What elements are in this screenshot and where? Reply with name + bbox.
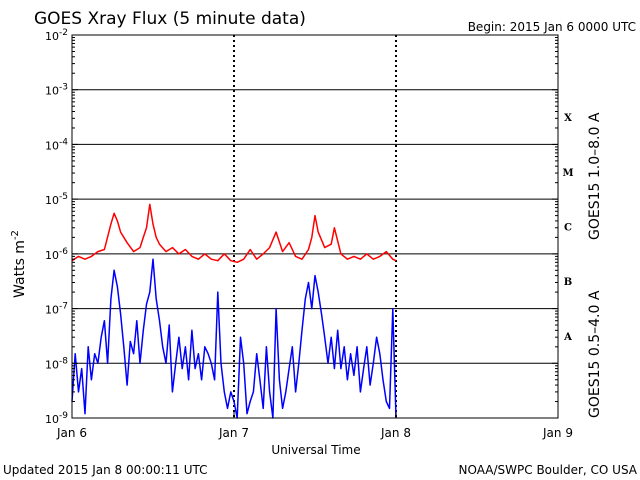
flare-class-a: A bbox=[563, 332, 572, 343]
y-tick-label: 10-9 bbox=[45, 411, 68, 426]
y-tick-label: 10-4 bbox=[45, 137, 68, 152]
y-axis-ticks: 10-210-310-410-510-610-710-810-9 bbox=[45, 28, 558, 426]
y-tick-label-base: 10 bbox=[45, 194, 59, 207]
begin-label: Begin: 2015 Jan 6 0000 UTC bbox=[468, 20, 636, 34]
x-axis-label: Universal Time bbox=[271, 443, 360, 457]
y-tick-label-exp: -9 bbox=[59, 411, 68, 421]
flare-class-m: M bbox=[562, 168, 573, 179]
x-tick-label: Jan 6 bbox=[56, 426, 87, 440]
series-layer bbox=[71, 203, 397, 419]
y-tick-label-exp: -6 bbox=[59, 247, 68, 257]
y-tick-label: 10-7 bbox=[45, 302, 68, 317]
flare-class-c: C bbox=[564, 223, 572, 234]
y-tick-label: 10-8 bbox=[45, 356, 68, 371]
x-tick-label: Jan 7 bbox=[218, 426, 249, 440]
x-tick-label: Jan 8 bbox=[380, 426, 411, 440]
y-tick-label-exp: -8 bbox=[59, 356, 68, 366]
y-tick-label-exp: -2 bbox=[59, 28, 68, 38]
y-tick-label: 10-6 bbox=[45, 247, 68, 262]
y-tick-label-base: 10 bbox=[45, 30, 59, 43]
y-tick-label-base: 10 bbox=[45, 304, 59, 317]
y-tick-label-exp: -4 bbox=[59, 137, 68, 147]
legend-series-short: GOES15 0.5–4.0 A bbox=[587, 290, 603, 418]
y-axis-label-exp: -2 bbox=[10, 230, 21, 240]
gridlines bbox=[72, 34, 558, 419]
flare-class-x: X bbox=[564, 113, 572, 124]
y-tick-label-base: 10 bbox=[45, 358, 59, 371]
y-tick-label: 10-2 bbox=[45, 28, 68, 43]
source-label: NOAA/SWPC Boulder, CO USA bbox=[459, 463, 638, 477]
flare-class-labels: X M C B A bbox=[562, 113, 573, 343]
updated-label: Updated 2015 Jan 8 00:00:11 UTC bbox=[3, 463, 208, 477]
y-tick-label-base: 10 bbox=[45, 413, 59, 426]
y-axis-label: Watts m-2 bbox=[10, 230, 28, 298]
y-tick-label: 10-5 bbox=[45, 192, 68, 207]
flare-class-b: B bbox=[564, 277, 572, 288]
x-tick-label: Jan 9 bbox=[542, 426, 573, 440]
y-tick-label-exp: -5 bbox=[59, 192, 68, 202]
y-tick-label-base: 10 bbox=[45, 249, 59, 262]
series-line-0 bbox=[71, 203, 397, 264]
y-tick-label: 10-3 bbox=[45, 83, 68, 98]
legend-series-long: GOES15 1.0–8.0 A bbox=[587, 112, 603, 240]
plot-frame bbox=[71, 34, 559, 419]
chart-title: GOES Xray Flux (5 minute data) bbox=[34, 9, 306, 29]
x-axis-ticks: Jan 6 Jan 7 Jan 8 Jan 9 bbox=[56, 412, 573, 440]
y-tick-label-exp: -7 bbox=[59, 302, 68, 312]
y-axis-label-base: Watts m bbox=[12, 240, 28, 298]
y-tick-label-exp: -3 bbox=[59, 83, 68, 93]
y-tick-label-base: 10 bbox=[45, 139, 59, 152]
y-tick-label-base: 10 bbox=[45, 85, 59, 98]
series-line-1 bbox=[71, 258, 397, 419]
